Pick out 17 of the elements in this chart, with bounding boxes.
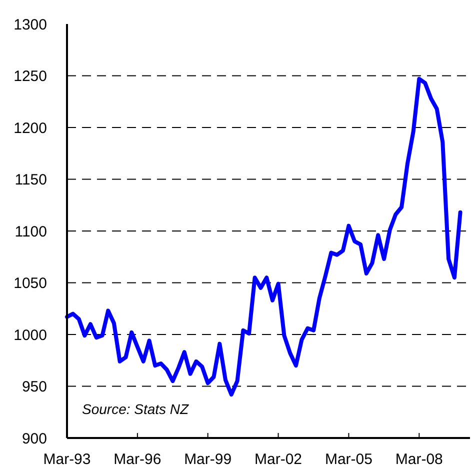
y-tick-label: 900 bbox=[22, 430, 47, 448]
y-tick-label: 1150 bbox=[14, 172, 47, 188]
x-tick-label: Mar-05 bbox=[324, 451, 372, 468]
line-series bbox=[65, 76, 462, 397]
annotation: Source: Stats NZ bbox=[82, 401, 190, 417]
y-tick-label: 1100 bbox=[14, 223, 47, 240]
y-tick-label: 950 bbox=[22, 378, 47, 396]
y-tick-label: 1000 bbox=[14, 326, 47, 344]
x-tick-label: Mar-02 bbox=[254, 451, 302, 468]
y-tick-label: 1200 bbox=[14, 120, 47, 137]
y-tick-label: 1050 bbox=[14, 275, 47, 292]
x-tick-label: Mar-93 bbox=[43, 451, 91, 468]
y-tick-label: 1250 bbox=[14, 68, 47, 85]
x-tick-label: Mar-99 bbox=[184, 451, 232, 468]
y-tick-label: 1300 bbox=[14, 16, 47, 34]
x-tick-label: Mar-96 bbox=[114, 451, 162, 468]
x-tick-label: Mar-08 bbox=[395, 451, 443, 468]
